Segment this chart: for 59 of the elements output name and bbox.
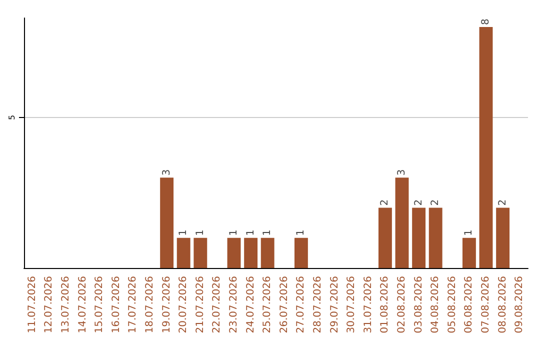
bar	[428, 208, 442, 268]
x-tick-label: 09.08.2026	[514, 276, 526, 334]
bar	[227, 238, 241, 268]
x-tick-label: 21.07.2026	[194, 276, 206, 334]
x-tick-label: 23.07.2026	[228, 276, 240, 334]
x-tick-label: 17.07.2026	[128, 276, 139, 334]
x-tick-label: 14.07.2026	[77, 276, 88, 334]
data-label: 3	[396, 169, 408, 176]
x-tick-label: 06.08.2026	[464, 276, 475, 334]
data-label: 1	[245, 230, 256, 236]
x-tick-label: 12.07.2026	[44, 276, 55, 334]
x-tick-label: 16.07.2026	[110, 276, 122, 334]
bar	[244, 238, 258, 268]
x-tick-label: 27.07.2026	[296, 276, 307, 334]
bar	[294, 238, 308, 268]
data-label: 2	[430, 199, 442, 206]
bar	[395, 178, 409, 268]
data-label: 8	[480, 18, 492, 26]
data-label: 1	[194, 230, 206, 236]
x-tick-label: 11.07.2026	[26, 276, 38, 334]
bar	[160, 178, 174, 268]
data-label: 1	[464, 230, 475, 236]
x-tick-label: 01.08.2026	[380, 276, 391, 334]
x-tick-label: 07.08.2026	[480, 276, 492, 334]
data-label: 1	[262, 230, 274, 236]
data-label: 1	[228, 230, 240, 236]
bar	[176, 238, 190, 268]
x-tick-label: 30.07.2026	[346, 276, 358, 334]
data-label: 1	[296, 230, 307, 236]
x-tick-label: 26.07.2026	[278, 276, 290, 334]
data-label: 2	[497, 199, 508, 206]
bar	[378, 208, 392, 268]
bar	[260, 238, 274, 268]
x-tick-label: 19.07.2026	[161, 276, 172, 334]
x-tick-label: 15.07.2026	[94, 276, 106, 334]
x-tick-label: 02.08.2026	[396, 276, 408, 334]
data-label: 2	[413, 199, 424, 206]
x-tick-label: 24.07.2026	[245, 276, 256, 334]
x-tick-label: 25.07.2026	[262, 276, 274, 334]
bar	[496, 208, 510, 268]
bar	[479, 27, 493, 268]
x-tick-label: 29.07.2026	[329, 276, 340, 334]
x-tick-label: 28.07.2026	[312, 276, 324, 334]
x-tick-label: 04.08.2026	[430, 276, 442, 334]
x-tick-label: 22.07.2026	[212, 276, 223, 334]
x-tick-label: 18.07.2026	[144, 276, 156, 334]
bar	[412, 208, 426, 268]
data-label: 1	[178, 230, 190, 236]
data-label: 2	[380, 199, 391, 206]
bar	[194, 238, 208, 268]
x-tick-label: 31.07.2026	[362, 276, 374, 334]
x-tick-label: 03.08.2026	[413, 276, 424, 334]
x-tick-label: 13.07.2026	[60, 276, 72, 334]
x-tick-label: 08.08.2026	[497, 276, 508, 334]
x-tick-label: 20.07.2026	[178, 276, 190, 334]
y-tick-label: 5	[8, 114, 16, 120]
data-label: 3	[161, 169, 172, 176]
x-tick-label: 05.08.2026	[446, 276, 458, 334]
bar	[462, 238, 476, 268]
